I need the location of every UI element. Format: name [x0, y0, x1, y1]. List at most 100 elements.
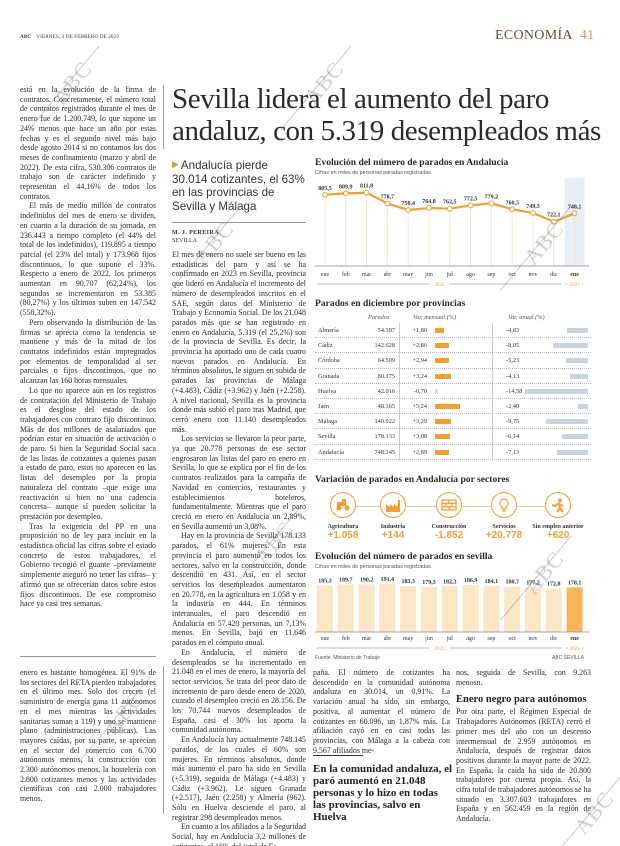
data-label: 180,7 — [505, 580, 519, 586]
monthly-change-bar — [435, 343, 449, 349]
data-point — [426, 205, 432, 211]
brick-wall-icon — [436, 492, 462, 518]
table-row: Sevilla 178.133 +3,08 -6,14 — [315, 429, 591, 445]
subhead-text: Andalucía pierde 30.014 cotizantes, el 6… — [172, 159, 305, 213]
table-row: Huelva 42.016 -0,70 -14,58 — [315, 384, 591, 399]
table-row: Granada 80.175 +3,24 -4,13 — [315, 369, 591, 384]
sector-name: Servicios — [492, 524, 516, 530]
bar — [525, 587, 541, 632]
x-tick-label: jul — [446, 272, 454, 278]
parados-value: 748.145 — [374, 448, 395, 456]
table-header: Parados Var. mensual (%) Var. anual (%) — [315, 312, 591, 323]
monthly-change-bar — [435, 328, 444, 333]
bar-chart-sevilla: 185,3 ene 189,7 feb 190,2 mar 191,4 abr 183,3 may… — [315, 577, 589, 652]
province-name: Málaga — [318, 418, 337, 426]
data-point — [550, 218, 557, 225]
data-label: 183,3 — [401, 579, 415, 585]
data-label: 722,1 — [547, 213, 561, 219]
monthly-change-value: +1,80 — [412, 327, 427, 334]
data-label: 762,5 — [443, 200, 457, 206]
data-point — [467, 202, 474, 209]
section-header: ECONOMÍA 41 — [495, 28, 594, 44]
x-tick-label: abr — [384, 636, 392, 642]
date: VIERNES, 3 DE FEBRERO DE 2023 — [36, 34, 119, 40]
data-label: 748,1 — [568, 204, 582, 210]
province-name: Almería — [318, 327, 339, 334]
annual-change-bar — [570, 373, 588, 379]
data-point — [384, 200, 391, 207]
x-tick-label: ago — [466, 636, 475, 642]
bar — [400, 586, 417, 632]
table-row: Cádiz 142.628 +2,86 -8,05 — [315, 338, 591, 354]
annual-change-value: -6,14 — [506, 433, 520, 441]
data-label: 778,7 — [381, 194, 395, 200]
sector-name: Construcción — [431, 524, 467, 530]
label-bg — [567, 281, 582, 287]
lightbulb-icon — [491, 492, 517, 518]
x-tick-label: oct — [509, 636, 517, 642]
data-label: 179,3 — [422, 580, 436, 586]
monthly-change-bar — [435, 419, 451, 425]
sector-name: Sin empleo anterior — [532, 524, 584, 530]
table-row: Málaga 140.922 +3,29 -9,75 — [315, 414, 591, 430]
data-point — [322, 191, 328, 198]
sector-item: Servicios +20.778 — [474, 492, 534, 541]
chart-title: Evolución del número de parados en sevil… — [315, 551, 493, 562]
x-tick-label: oct — [509, 272, 517, 278]
paragraph: Por otra parte, el Régimen Especial de T… — [456, 707, 591, 824]
province-name: Sevilla — [318, 433, 336, 441]
province-name: Huelva — [318, 387, 337, 395]
monthly-change-bar — [435, 388, 439, 394]
label-bg — [429, 645, 450, 651]
line-chart-andalucia: 805,5 ene 809,9 feb 811,8 mar 778,7 abr 758,4 may… — [315, 178, 589, 288]
sector-item: Construcción -1.852 — [419, 492, 479, 541]
annual-change-bar — [567, 328, 588, 333]
triangle-bullet-icon: ▶ — [172, 159, 179, 169]
column-4-text: nos, seguida de Sevilla, con 9.263 menos… — [456, 668, 591, 824]
column-divider — [399, 323, 400, 461]
annual-change-value: -8,05 — [506, 342, 520, 350]
annual-change-value: -9,75 — [506, 418, 520, 426]
data-label: 811,8 — [360, 184, 373, 190]
bar — [504, 586, 521, 632]
bar — [483, 585, 500, 632]
x-tick-label: ene — [570, 272, 579, 278]
author: M. J. PEREIRA — [172, 230, 219, 236]
year-label: 2023 — [570, 283, 581, 288]
sectors-title: Variación de parados en Andalucía por se… — [315, 474, 510, 485]
data-label: 190,2 — [360, 577, 374, 583]
headline-line: andaluz, con 5.319 desempleados más — [172, 115, 601, 147]
data-label: 772,5 — [464, 196, 478, 202]
data-label: 182,3 — [443, 579, 457, 585]
x-tick-label: dic — [550, 636, 558, 642]
table-row: Almería 54.397 +1,80 -4,83 — [315, 323, 591, 339]
table-title: Parados en diciembre por provincias — [315, 298, 466, 309]
bar — [462, 585, 479, 632]
data-label: 764,8 — [422, 199, 436, 205]
data-label: 779,2 — [485, 194, 499, 200]
annual-change-value: -7,13 — [506, 448, 520, 456]
pull-quote-rule — [313, 755, 363, 756]
sector-value: +144 — [381, 530, 405, 541]
chart-source: Fuente: Ministerio de Trabajo — [315, 655, 380, 661]
province-name: Jaén — [318, 402, 330, 410]
x-tick-label: jun — [424, 636, 433, 642]
x-tick-label: ene — [570, 636, 579, 642]
annual-change-value: -4,83 — [506, 327, 520, 334]
bar — [379, 584, 396, 632]
bar — [317, 585, 333, 632]
paragraph: En Andalucía, el número de desempleados … — [172, 647, 306, 735]
tractor-icon — [330, 492, 356, 518]
paragraph: está en la evolución de la firma de cont… — [20, 85, 156, 201]
left-column-text: está en la evolución de la firma de cont… — [20, 85, 156, 609]
parados-value: 64.509 — [377, 357, 395, 365]
divider — [20, 656, 156, 657]
brand: ABC — [20, 34, 32, 40]
data-label: 189,7 — [339, 577, 353, 583]
monthly-change-bar — [435, 403, 461, 409]
paragraph: Pero observando la distribución de las f… — [20, 317, 156, 386]
paragraph: Tras la exigencia del PP en una proposic… — [20, 521, 156, 609]
data-label: 760,5 — [505, 200, 519, 206]
x-tick-label: nov — [529, 272, 538, 278]
x-tick-label: feb — [342, 635, 350, 642]
